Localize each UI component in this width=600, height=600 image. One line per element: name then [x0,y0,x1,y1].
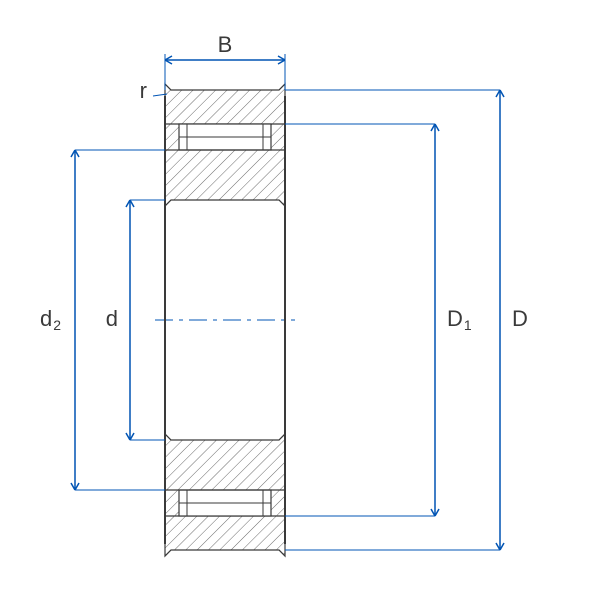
diagram-element: D [512,306,528,331]
bearing-diagram: Br d2 d D1 D [0,0,600,600]
diagram-element [271,490,285,516]
diagram-element [165,490,179,516]
diagram-element [271,124,285,150]
diagram-element: D1 [447,306,472,333]
diagram-element: B [218,32,233,57]
diagram-element: r [140,78,147,103]
diagram-element [165,124,179,150]
diagram-element [165,150,285,206]
diagram-element [165,434,285,490]
diagram-element: d2 [40,306,61,333]
diagram-element: d [106,306,118,331]
diagram-svg: Br d2 d D1 D [0,0,600,600]
